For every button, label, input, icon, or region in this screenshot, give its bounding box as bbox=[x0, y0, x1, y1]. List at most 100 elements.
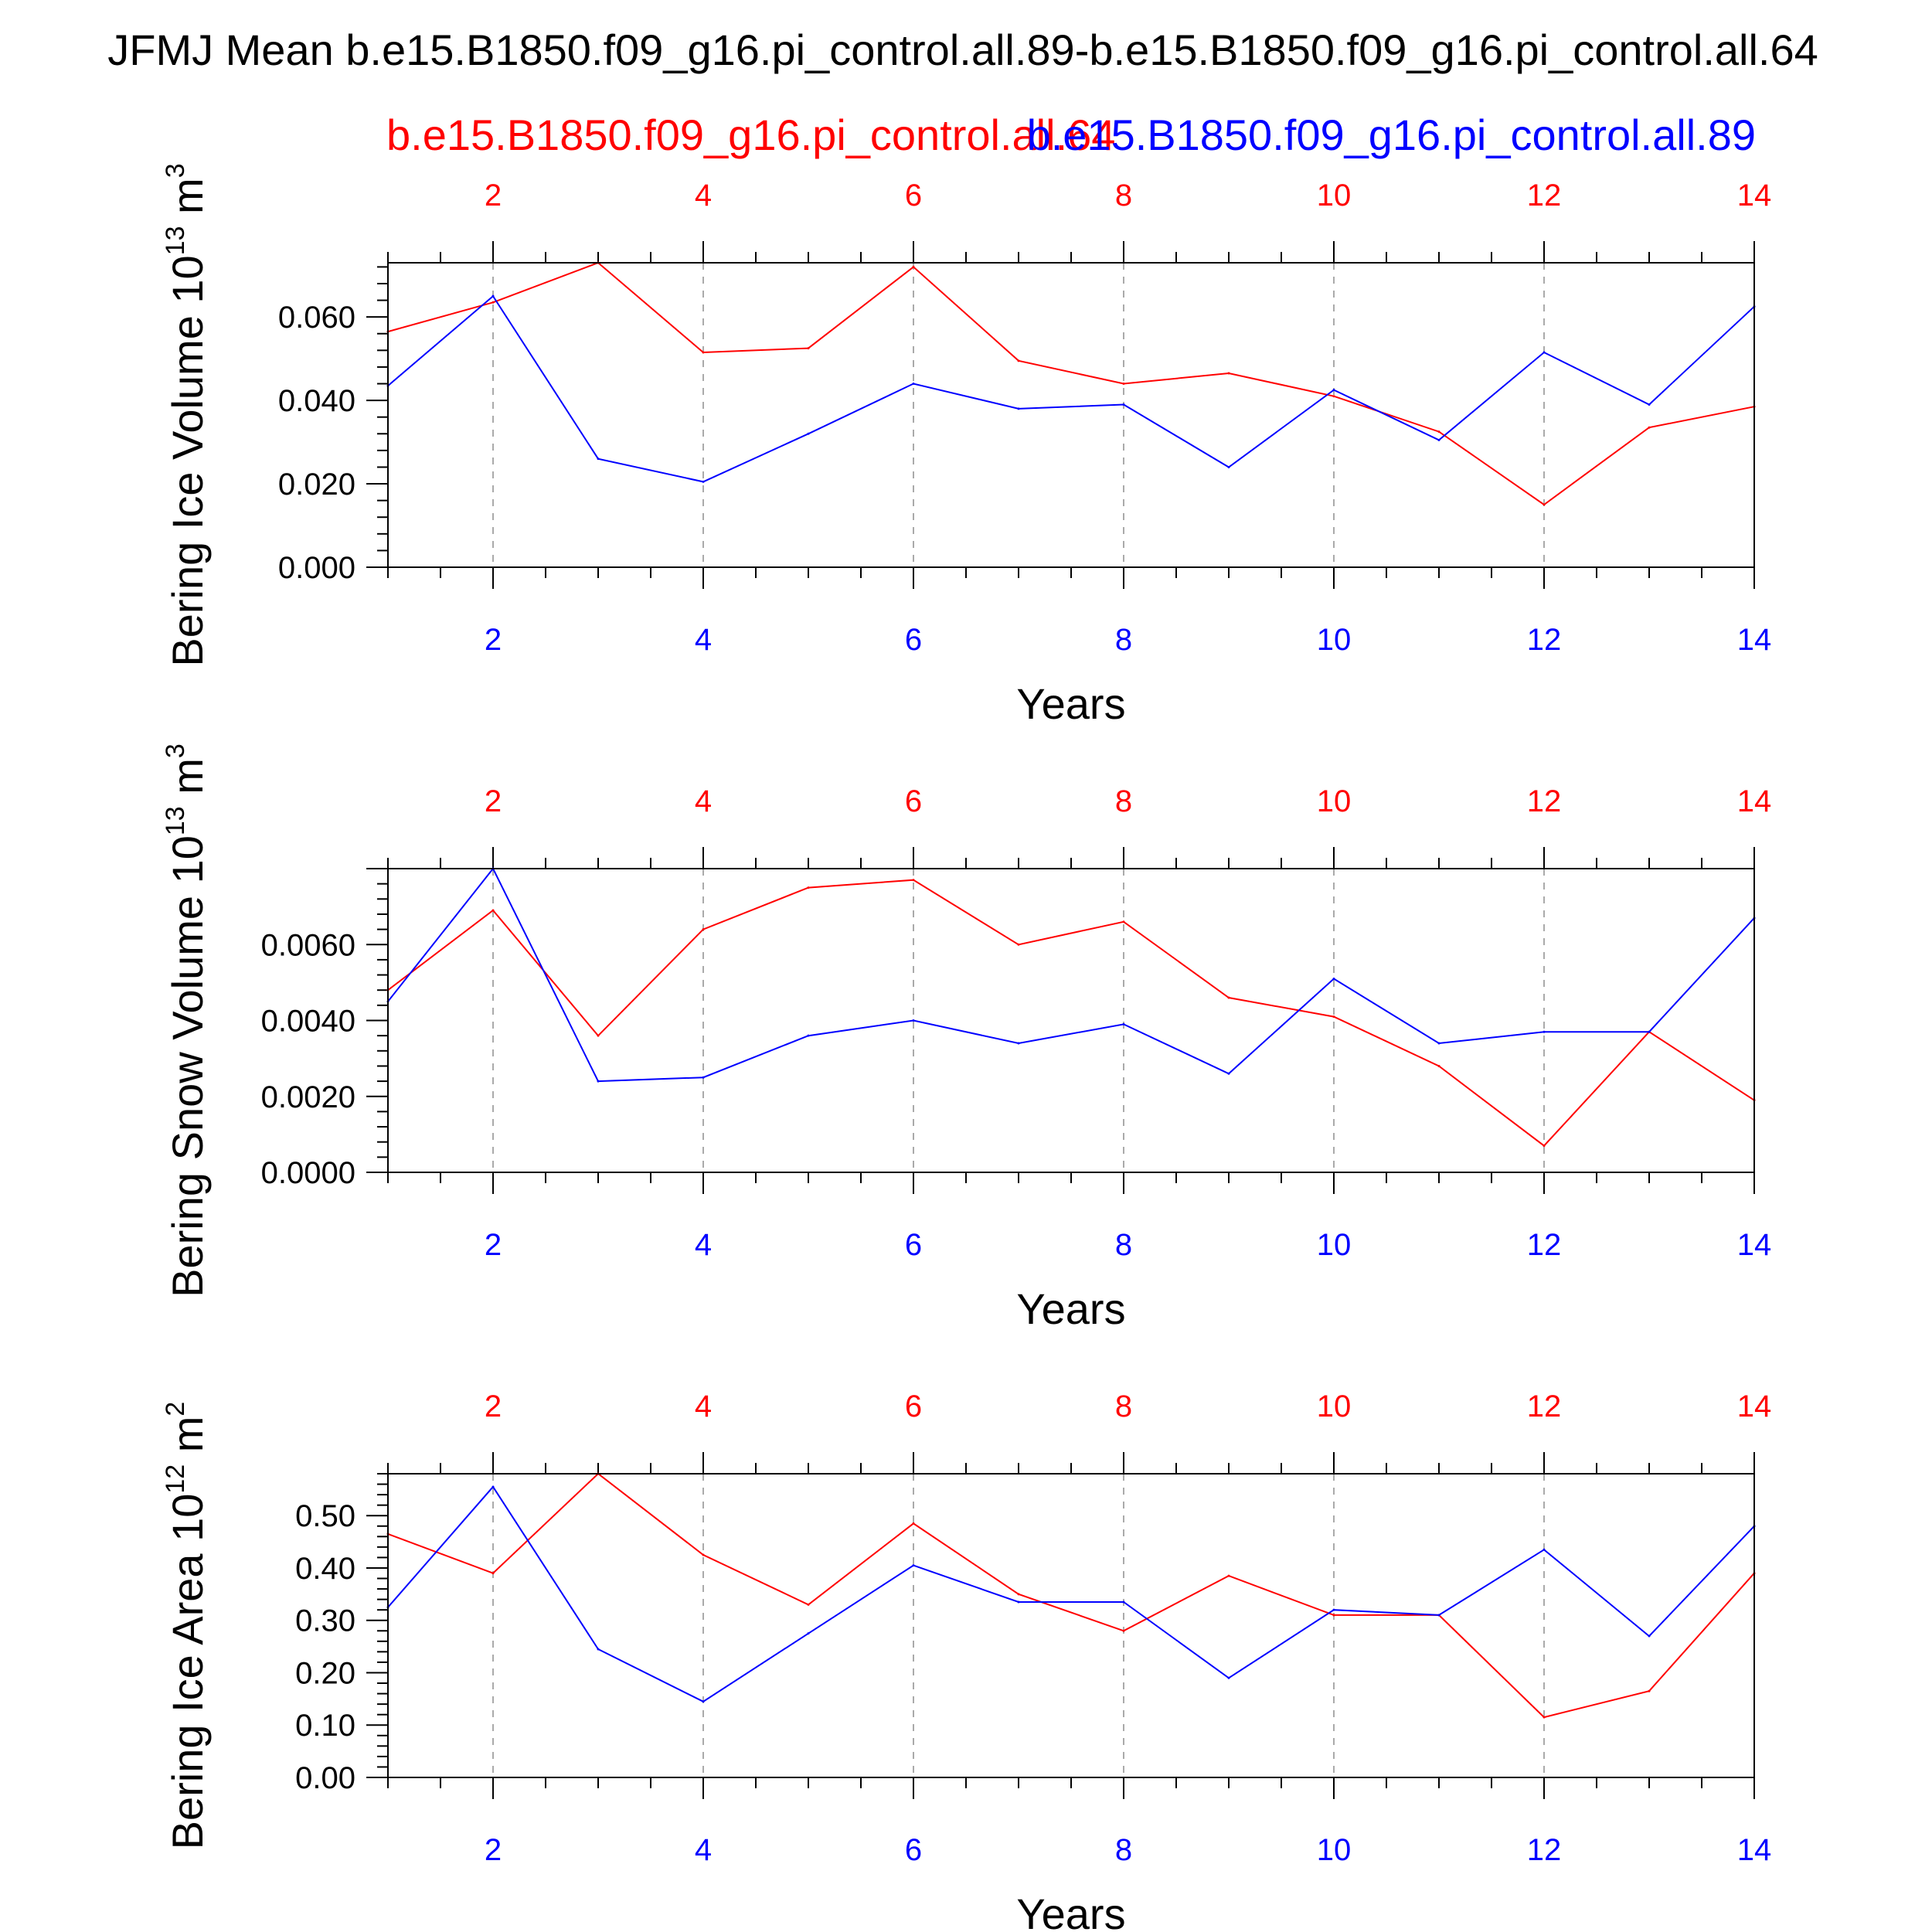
data-point bbox=[492, 1485, 495, 1488]
data-point bbox=[1122, 1022, 1125, 1026]
chart-panel: 0.0000 0.0020 0.0040 0.0060 2 2 4 4 6 6 8 8 10 10 12 12… bbox=[161, 743, 1771, 1333]
data-point bbox=[492, 909, 495, 912]
plot-frame bbox=[387, 868, 1755, 1173]
x-tick-label-bottom: 14 bbox=[1737, 623, 1772, 657]
data-point bbox=[1543, 1145, 1546, 1148]
y-axis-label-exponent: 3 bbox=[161, 743, 190, 758]
x-tick-label-bottom: 4 bbox=[695, 623, 712, 657]
data-point bbox=[1122, 920, 1125, 923]
y-axis-label: Bering Snow Volume 1013 m3 bbox=[161, 743, 212, 1298]
data-point bbox=[702, 1076, 705, 1079]
data-point bbox=[1017, 407, 1020, 410]
x-tick-label-top: 14 bbox=[1737, 1389, 1772, 1423]
x-tick-label-bottom: 2 bbox=[485, 1833, 502, 1867]
data-point bbox=[807, 1034, 810, 1037]
x-tick-label-top: 2 bbox=[485, 1389, 502, 1423]
x-tick-label-top: 4 bbox=[695, 784, 712, 818]
data-point bbox=[807, 886, 810, 889]
data-point bbox=[1648, 1689, 1651, 1692]
data-point bbox=[1437, 1614, 1440, 1617]
x-tick-label-top: 6 bbox=[905, 1389, 922, 1423]
plot-frame bbox=[387, 262, 1755, 568]
data-point bbox=[1543, 1548, 1546, 1551]
data-point bbox=[597, 457, 600, 461]
data-point bbox=[912, 1019, 915, 1022]
y-tick-label: 0.0040 bbox=[261, 1005, 355, 1039]
x-tick-label-top: 8 bbox=[1115, 1389, 1132, 1423]
data-point bbox=[1122, 1629, 1125, 1632]
y-tick-label: 0.10 bbox=[295, 1709, 355, 1743]
x-tick-label-top: 2 bbox=[485, 784, 502, 818]
chart-panel: 0.000 0.020 0.040 0.060 2 2 4 4 6 6 8 8 10 10 12 12 14 14… bbox=[161, 163, 1771, 728]
y-tick-label: 0.0020 bbox=[261, 1080, 355, 1114]
data-point bbox=[1227, 996, 1230, 999]
data-point bbox=[1543, 351, 1546, 354]
x-tick-label-bottom: 8 bbox=[1115, 623, 1132, 657]
x-tick-label-bottom: 8 bbox=[1115, 1228, 1132, 1262]
x-tick-label-top: 12 bbox=[1527, 179, 1562, 213]
x-tick-label-bottom: 6 bbox=[905, 1228, 922, 1262]
y-axis-label-exponent: 3 bbox=[161, 163, 190, 178]
data-point bbox=[1437, 430, 1440, 434]
x-tick-label-bottom: 2 bbox=[485, 623, 502, 657]
x-tick-label-top: 14 bbox=[1737, 179, 1772, 213]
data-point bbox=[912, 1564, 915, 1567]
x-tick-label-bottom: 4 bbox=[695, 1833, 712, 1867]
series-line bbox=[387, 261, 1755, 506]
x-tick-label-bottom: 12 bbox=[1527, 623, 1562, 657]
data-point bbox=[1227, 1676, 1230, 1679]
x-tick-label-top: 10 bbox=[1317, 179, 1352, 213]
data-point bbox=[1017, 359, 1020, 362]
x-tick-label-bottom: 4 bbox=[695, 1228, 712, 1262]
x-tick-label-bottom: 12 bbox=[1527, 1228, 1562, 1262]
y-tick-label: 0.060 bbox=[278, 301, 355, 335]
series-line bbox=[387, 294, 1755, 483]
data-point bbox=[912, 265, 915, 268]
panels: 0.000 0.020 0.040 0.060 2 2 4 4 6 6 8 8 10 10 12 12 14 14… bbox=[161, 163, 1771, 1932]
data-point bbox=[702, 351, 705, 354]
x-tick-label-top: 6 bbox=[905, 784, 922, 818]
x-tick-label-bottom: 6 bbox=[905, 1833, 922, 1867]
data-point bbox=[702, 928, 705, 931]
y-tick-label: 0.50 bbox=[295, 1499, 355, 1533]
data-point bbox=[702, 1700, 705, 1703]
y-tick-label: 0.30 bbox=[295, 1604, 355, 1638]
figure-title: JFMJ Mean b.e15.B1850.f09_g16.pi_control… bbox=[107, 26, 1818, 74]
data-point bbox=[807, 1632, 810, 1635]
data-point bbox=[1437, 438, 1440, 441]
chart-panel: 0.00 0.10 0.20 0.30 0.40 0.50 2 2 4 4 6 6 8 8 10 10 12 12… bbox=[161, 1389, 1771, 1932]
x-tick-label-bottom: 10 bbox=[1317, 623, 1352, 657]
data-point bbox=[1543, 1716, 1546, 1719]
x-tick-label-bottom: 12 bbox=[1527, 1833, 1562, 1867]
x-tick-label-top: 12 bbox=[1527, 784, 1562, 818]
data-point bbox=[492, 294, 495, 298]
data-point bbox=[1227, 372, 1230, 375]
x-axis-label: Years bbox=[1016, 1284, 1125, 1333]
y-tick-label: 0.020 bbox=[278, 468, 355, 502]
x-tick-label-top: 6 bbox=[905, 179, 922, 213]
data-point bbox=[702, 480, 705, 483]
x-axis-label: Years bbox=[1016, 1889, 1125, 1932]
y-axis-label-part: Bering Ice Volume 10 bbox=[163, 255, 212, 666]
data-point bbox=[1332, 977, 1335, 980]
x-axis-label: Years bbox=[1016, 679, 1125, 728]
data-point bbox=[1648, 426, 1651, 429]
data-point bbox=[597, 1034, 600, 1037]
data-point bbox=[1648, 403, 1651, 406]
series-line bbox=[387, 1472, 1755, 1719]
x-tick-label-bottom: 2 bbox=[485, 1228, 502, 1262]
y-axis-label-part: Bering Snow Volume 10 bbox=[163, 835, 212, 1298]
series-line bbox=[387, 879, 1755, 1147]
y-tick-label: 0.00 bbox=[295, 1761, 355, 1795]
x-tick-label-top: 8 bbox=[1115, 179, 1132, 213]
data-point bbox=[492, 1572, 495, 1575]
data-point bbox=[807, 1603, 810, 1606]
data-point bbox=[1017, 943, 1020, 946]
data-point bbox=[1332, 1015, 1335, 1019]
y-axis-label: Bering Ice Area 1012 m2 bbox=[161, 1402, 212, 1850]
data-point bbox=[1543, 1030, 1546, 1033]
data-point bbox=[807, 347, 810, 350]
y-tick-label: 0.20 bbox=[295, 1656, 355, 1690]
y-axis-label-exponent: 13 bbox=[161, 226, 190, 255]
y-tick-label: 0.0000 bbox=[261, 1156, 355, 1190]
